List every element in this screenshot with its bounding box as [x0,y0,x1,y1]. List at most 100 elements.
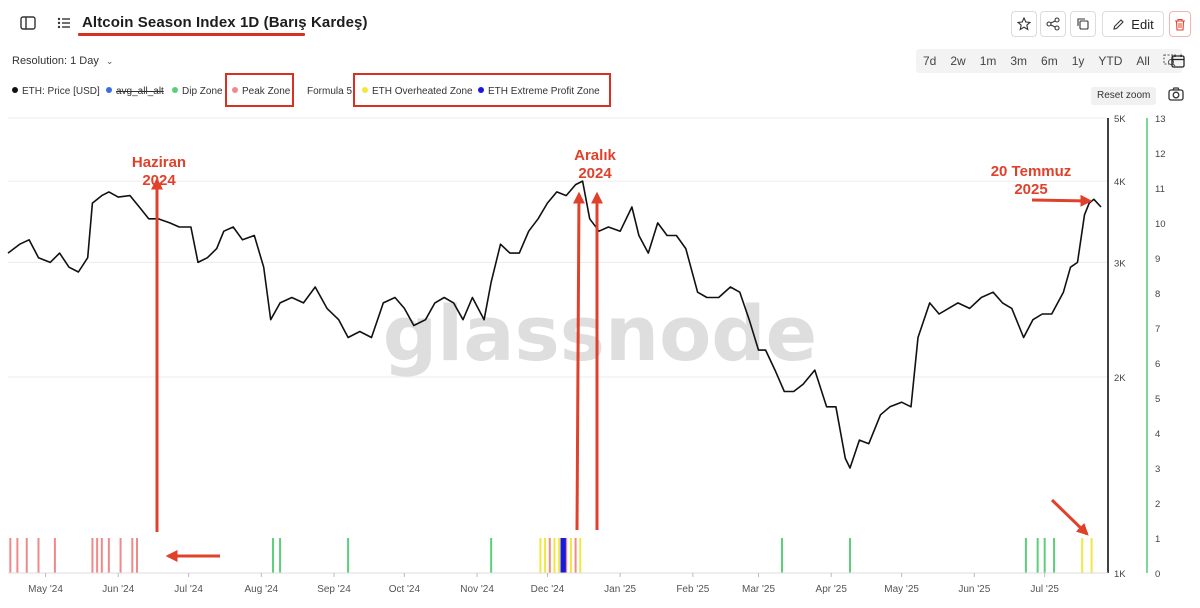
right-y-tick-label: 1 [1155,534,1160,545]
range-6m[interactable]: 6m [1041,54,1058,68]
range-all[interactable]: All [1136,54,1150,68]
legend-dot [106,87,112,93]
zone-bar [272,538,275,573]
arrow-temmuz-right [1031,194,1093,207]
delete-button[interactable] [1169,11,1191,37]
edit-button-label: Edit [1131,16,1154,32]
legend-label: Dip Zone [182,86,223,97]
reset-zoom-button[interactable]: Reset zoom [1091,87,1157,105]
camera-icon[interactable] [1168,87,1184,106]
x-tick-label: May '24 [28,584,63,595]
legend-label: Peak Zone [242,86,291,97]
zone-bar [119,538,122,573]
calendar-icon [1171,54,1185,68]
legend-label: ETH Overheated Zone [372,86,473,97]
legend-overheated-zone[interactable]: ETH Overheated Zone [362,86,473,98]
zone-bar [131,538,134,573]
range-1y[interactable]: 1y [1071,54,1085,68]
legend-label: ETH: Price [USD] [22,86,100,97]
legend-dot [478,87,484,93]
legend-label: avg_all_alt [116,86,164,97]
range-2w[interactable]: 2w [950,54,966,68]
zone-bar [553,538,556,573]
x-tick-label: Sep '24 [317,584,351,595]
x-axis-ticks: May '24 Jun '24 Jul '24 Aug '24 Sep '24 Oct '… [28,573,1059,595]
legend-eth-price[interactable]: ETH: Price [USD] [12,86,100,98]
x-tick-label: Jun '25 [958,584,990,595]
x-tick-label: Apr '25 [816,584,848,595]
zone-bar [107,538,110,573]
annotation-temmuz-label: 2025 [1014,181,1047,198]
right-y-tick-label: 8 [1155,289,1160,300]
zone-bar [780,538,783,573]
legend-dot [362,87,368,93]
top-toolbar: Altcoin Season Index 1D (Barış Kardeş) E… [0,0,1200,46]
legend-label: ETH Extreme Profit Zone [488,86,600,97]
left-y-tick-label: 1K [1114,569,1126,580]
sidebar-toggle-icon[interactable] [14,9,42,37]
right-y-tick-label: 13 [1155,114,1166,125]
resolution-select[interactable]: Resolution: 1 Day ⌄ [12,55,113,67]
zone-bar [849,538,852,573]
x-tick-label: Feb '25 [676,584,709,595]
annotation-temmuz-label: 20 Temmuz [991,163,1072,180]
favorite-button[interactable] [1011,11,1037,37]
legend-extreme-profit-zone[interactable]: ETH Extreme Profit Zone [478,86,600,98]
left-y-tick-label: 2K [1114,373,1126,384]
range-7d[interactable]: 7d [923,54,937,68]
zone-bar [562,538,566,573]
title-highlight-underline [78,33,305,36]
duplicate-button[interactable] [1070,11,1096,37]
right-y-tick-label: 12 [1155,149,1166,160]
left-y-tick-label: 4K [1114,177,1126,188]
zone-bar [544,538,547,573]
zone-bar [16,538,19,573]
chart-area[interactable]: glassnode May '24 Jun '24 Jul '24 Aug '24 Se… [0,110,1200,608]
list-settings-icon[interactable] [50,9,78,37]
zone-bar [565,538,568,573]
zone-bar [1043,538,1046,573]
zone-bar [579,538,582,573]
time-range-selector: 7d 2w 1m 3m 6m 1y YTD All [916,49,1182,73]
share-icon [1046,17,1060,31]
x-tick-label: Mar '25 [742,584,775,595]
watermark: glassnode [383,289,817,378]
legend-avg-all-alt[interactable]: avg_all_alt [106,86,164,98]
legend-dip-zone[interactable]: Dip Zone [172,86,223,98]
eth-zones-highlight-box [353,73,611,107]
annotation-aralik-label: 2024 [578,165,612,182]
right-y-tick-label: 11 [1155,184,1165,195]
legend-formula[interactable]: Formula 5 [307,86,352,98]
legend-dot [172,87,178,93]
legend-peak-zone[interactable]: Peak Zone [232,86,290,98]
range-3m[interactable]: 3m [1010,54,1028,68]
zone-bar [100,538,103,573]
chevron-down-icon: ⌄ [105,56,114,66]
edit-button[interactable]: Edit [1102,11,1164,37]
range-ytd[interactable]: YTD [1098,54,1123,68]
zone-bar [279,538,282,573]
right-y-tick-label: 6 [1155,359,1160,370]
star-icon [1017,17,1031,31]
x-tick-label: Dec '24 [531,584,565,595]
zone-bar [135,538,138,573]
right-y-tick-label: 0 [1155,569,1160,580]
left-y-axis-ticks: 1K 2K 3K 4K 5K [1114,114,1126,580]
right-y-tick-label: 4 [1155,429,1160,440]
share-button[interactable] [1040,11,1066,37]
zone-bar [574,538,577,573]
arrow-temmuz-down [1050,498,1089,536]
zone-bar [548,538,551,573]
range-1m[interactable]: 1m [979,54,997,68]
annotation-aralik-label: Aralık [574,147,616,164]
annotation-haziran-label: Haziran [132,154,186,171]
zone-bar [560,538,564,573]
zoom-select-icon[interactable] [1157,49,1182,73]
x-tick-label: Jan '25 [604,584,636,595]
pencil-icon [1113,18,1125,30]
calendar-button[interactable] [1163,47,1193,75]
resolution-label: Resolution: 1 Day [12,55,99,67]
zone-bar [558,538,561,573]
